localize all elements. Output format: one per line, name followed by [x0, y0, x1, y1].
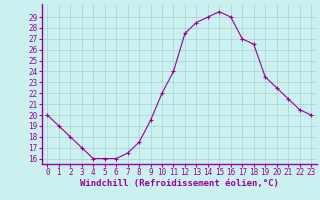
X-axis label: Windchill (Refroidissement éolien,°C): Windchill (Refroidissement éolien,°C) [80, 179, 279, 188]
